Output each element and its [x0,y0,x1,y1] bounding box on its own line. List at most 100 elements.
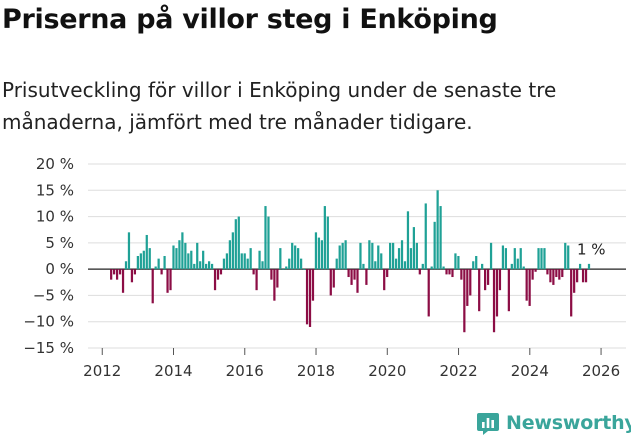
bar [228,240,231,270]
newsworthy-logo: Newsworthy [476,408,631,438]
bar [249,248,252,270]
bar [207,261,211,270]
bar [270,269,273,280]
bar [552,269,555,285]
annotations: 1 % [577,240,606,258]
bar [302,269,306,270]
y-axis-labels: 20 % 15 % 10 % 5 % 0 % −5 % −10 % −15 % [23,155,74,357]
bar [371,242,374,270]
bar [507,269,510,312]
x-tick-label: 2012 [83,362,121,380]
bar [202,250,205,270]
bar [145,234,148,270]
bar [442,266,445,270]
bar [463,269,466,333]
bar [213,269,217,291]
x-tick-label: 2020 [368,362,406,380]
bar [460,269,463,280]
bar [219,269,223,275]
bar [472,261,475,270]
bar [448,269,451,275]
bar [130,269,134,283]
bar [489,242,493,270]
bar [142,250,145,270]
bar [433,221,436,270]
x-tick-label: 2014 [154,362,192,380]
bar [392,242,395,270]
bar [299,258,303,270]
bar [184,242,187,270]
bar [139,253,142,270]
bar [115,269,119,280]
bar [166,269,169,293]
bar [397,248,401,270]
bar [210,263,214,270]
bar [329,269,332,296]
bar [581,269,585,283]
bar [121,269,125,293]
bar [510,263,513,270]
bar [368,240,371,270]
bar [127,232,131,270]
bar [427,269,430,317]
bar [314,232,318,270]
bar [558,269,561,280]
bar [578,263,582,270]
bar [584,269,588,283]
bar [380,253,383,270]
bar [525,269,528,301]
bar [406,211,410,270]
bar [344,240,347,270]
bar [394,258,398,270]
bar [199,261,202,270]
bar [157,258,160,270]
bar [341,242,344,270]
bar [564,242,567,270]
bar [466,269,469,306]
newsworthy-icon [477,413,499,435]
bar [154,266,157,270]
bar [216,269,220,280]
y-tick-label: 15 % [36,181,74,199]
bar [178,240,181,270]
bar [570,269,573,317]
bar [540,248,543,270]
bar [415,242,418,270]
bar [124,261,128,270]
bar [412,227,415,270]
x-axis-labels: 2012 2014 2016 2018 2020 2022 2024 2026 [83,348,620,380]
bar [469,269,472,296]
bar [181,232,184,270]
bar [261,261,264,270]
bar-chart: 20 %15 %10 %5 %0 %−5 %−10 %−15 % 2012 201… [23,155,626,380]
bar [225,253,229,270]
bar [151,269,154,304]
bar [267,216,270,270]
bar [273,269,276,301]
bar [386,269,389,278]
bar [365,269,368,285]
bar [495,269,499,317]
bar [454,253,457,270]
bar [421,263,424,270]
bar [347,269,350,278]
bar [498,269,502,291]
y-tick-label: 0 % [45,260,74,278]
bar [481,263,484,270]
bar [291,242,294,270]
y-tick-label: 10 % [36,208,74,226]
brand-name: Newsworthy [506,412,631,434]
bar [193,263,196,270]
bar [231,232,234,270]
bar [567,245,570,270]
bar [424,203,427,270]
bar [258,250,261,270]
bar [136,256,139,270]
bar [561,269,564,278]
bar [113,269,116,275]
bar [163,256,166,270]
bar [240,253,243,270]
bar [409,248,413,270]
bar [285,266,288,270]
last-value-label: 1 % [577,240,606,258]
